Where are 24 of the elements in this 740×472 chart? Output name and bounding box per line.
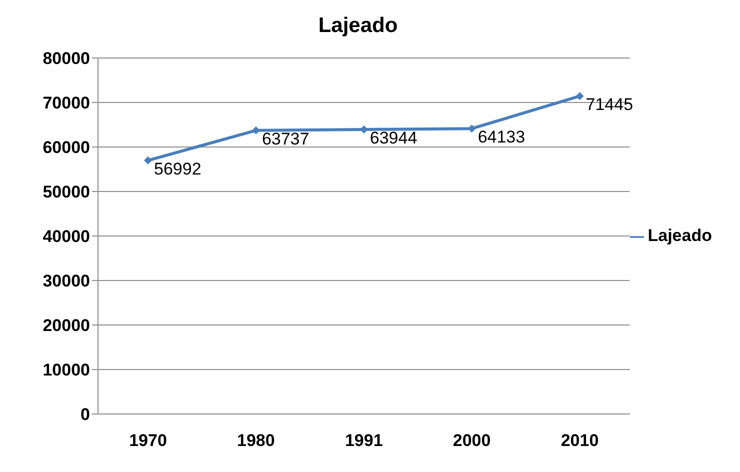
data-label: 71445 bbox=[586, 95, 634, 114]
y-tick-label: 10000 bbox=[42, 360, 90, 380]
data-label: 64133 bbox=[478, 128, 526, 147]
x-tick-label: 2010 bbox=[560, 431, 599, 450]
x-tick-label: 1980 bbox=[237, 431, 275, 450]
data-label: 63944 bbox=[370, 128, 418, 148]
data-label: 63737 bbox=[262, 129, 310, 148]
y-tick-label: 70000 bbox=[42, 94, 90, 113]
y-tick-label: 60000 bbox=[42, 138, 90, 158]
y-tick-label: 40000 bbox=[42, 227, 90, 246]
y-tick-label: 50000 bbox=[42, 182, 90, 202]
x-tick-label: 2000 bbox=[452, 431, 491, 450]
y-tick-label: 0 bbox=[80, 405, 90, 424]
legend-label: Lajeado bbox=[648, 226, 712, 245]
y-tick-label: 80000 bbox=[42, 49, 90, 68]
chart-title: Lajeado bbox=[317, 14, 399, 38]
y-tick-label: 30000 bbox=[42, 272, 90, 291]
point bbox=[252, 126, 260, 134]
point bbox=[144, 156, 152, 164]
point bbox=[576, 92, 584, 100]
x-tick-label: 1970 bbox=[129, 431, 167, 450]
data-label: 56992 bbox=[154, 159, 202, 178]
y-tick-label: 20000 bbox=[42, 316, 90, 336]
x-tick-label: 1991 bbox=[344, 431, 383, 450]
